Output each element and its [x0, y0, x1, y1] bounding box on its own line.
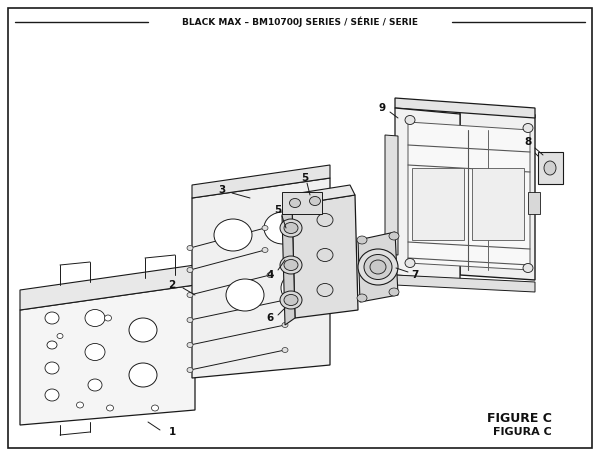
Bar [412, 168, 464, 240]
Polygon shape [395, 98, 535, 118]
Ellipse shape [85, 344, 105, 360]
Ellipse shape [47, 341, 57, 349]
Bar [538, 152, 563, 184]
Text: 6: 6 [266, 313, 274, 323]
Ellipse shape [317, 248, 333, 262]
Ellipse shape [45, 312, 59, 324]
Text: BLACK MAX – BM10700J SERIES / SÉRIE / SERIE: BLACK MAX – BM10700J SERIES / SÉRIE / SE… [182, 17, 418, 27]
Ellipse shape [357, 294, 367, 302]
Ellipse shape [262, 226, 268, 231]
Ellipse shape [370, 260, 386, 274]
Ellipse shape [187, 368, 193, 373]
Ellipse shape [523, 123, 533, 132]
Ellipse shape [405, 116, 415, 125]
Ellipse shape [107, 405, 113, 411]
Bar [282, 192, 322, 214]
Polygon shape [192, 165, 330, 198]
Ellipse shape [214, 219, 252, 251]
Ellipse shape [104, 315, 112, 321]
Ellipse shape [187, 268, 193, 273]
Ellipse shape [226, 279, 264, 311]
Polygon shape [20, 285, 195, 425]
Text: 2: 2 [169, 280, 176, 290]
Ellipse shape [88, 379, 102, 391]
Text: 3: 3 [218, 185, 226, 195]
Ellipse shape [364, 254, 392, 279]
Ellipse shape [317, 283, 333, 297]
Polygon shape [385, 135, 398, 255]
Ellipse shape [280, 291, 302, 309]
Ellipse shape [280, 256, 302, 274]
Ellipse shape [284, 259, 298, 271]
Ellipse shape [282, 298, 288, 303]
Polygon shape [395, 108, 460, 280]
Ellipse shape [280, 219, 302, 237]
Polygon shape [408, 122, 530, 270]
Text: 8: 8 [524, 137, 532, 147]
Ellipse shape [77, 402, 83, 408]
Ellipse shape [129, 363, 157, 387]
Ellipse shape [281, 272, 319, 304]
Ellipse shape [357, 236, 367, 244]
Ellipse shape [389, 288, 399, 296]
Text: 7: 7 [412, 270, 419, 280]
Ellipse shape [310, 275, 326, 288]
Ellipse shape [264, 212, 302, 244]
Ellipse shape [405, 258, 415, 268]
Ellipse shape [299, 210, 327, 234]
Ellipse shape [57, 334, 63, 339]
Polygon shape [287, 185, 355, 205]
Ellipse shape [267, 273, 273, 278]
Text: 1: 1 [169, 427, 176, 437]
Text: 5: 5 [274, 205, 281, 215]
Ellipse shape [290, 198, 301, 207]
Ellipse shape [187, 318, 193, 323]
Polygon shape [292, 195, 358, 318]
Ellipse shape [85, 309, 105, 327]
Ellipse shape [129, 318, 157, 342]
Ellipse shape [187, 293, 193, 298]
Text: 5: 5 [301, 173, 308, 183]
Ellipse shape [310, 197, 320, 206]
Bar [528, 192, 540, 214]
Ellipse shape [187, 343, 193, 348]
Ellipse shape [544, 161, 556, 175]
Ellipse shape [282, 323, 288, 328]
Ellipse shape [523, 263, 533, 273]
Ellipse shape [187, 246, 193, 251]
Ellipse shape [282, 348, 288, 353]
Ellipse shape [45, 389, 59, 401]
Polygon shape [460, 108, 535, 280]
Text: 9: 9 [379, 103, 386, 113]
Text: FIGURA C: FIGURA C [493, 427, 552, 437]
Ellipse shape [262, 248, 268, 253]
Ellipse shape [284, 294, 298, 305]
Ellipse shape [389, 232, 399, 240]
Ellipse shape [284, 222, 298, 233]
Ellipse shape [317, 213, 333, 227]
Polygon shape [192, 178, 330, 378]
Text: 4: 4 [266, 270, 274, 280]
Polygon shape [358, 232, 398, 302]
Ellipse shape [151, 405, 158, 411]
Text: FIGURE C: FIGURE C [487, 411, 552, 425]
Polygon shape [282, 205, 295, 325]
Polygon shape [395, 275, 535, 292]
Ellipse shape [45, 362, 59, 374]
Bar [472, 168, 524, 240]
Polygon shape [20, 265, 195, 310]
Ellipse shape [358, 249, 398, 285]
